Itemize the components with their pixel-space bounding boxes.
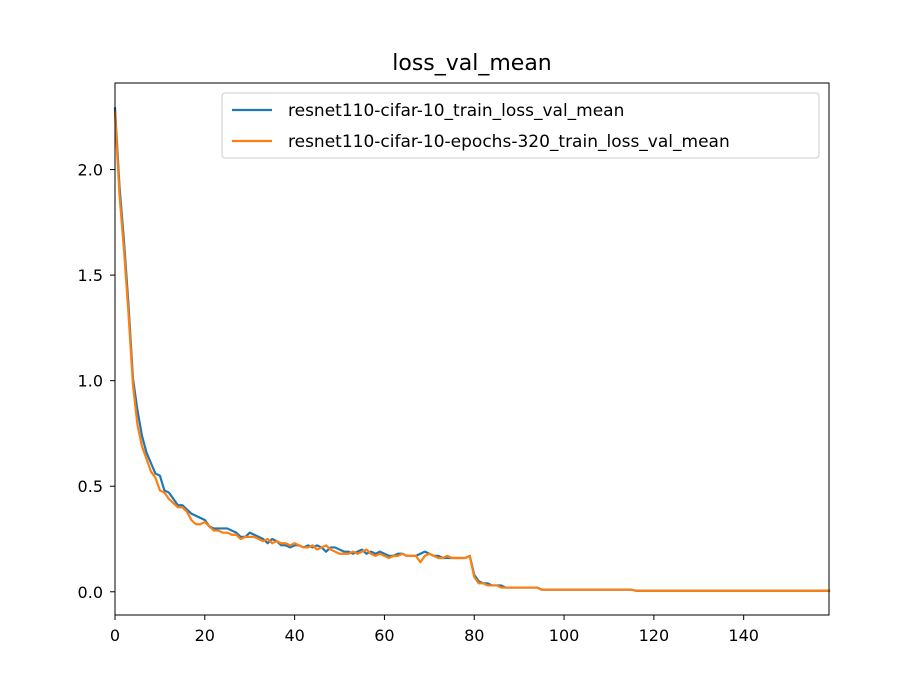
- x-tick-label: 60: [374, 626, 394, 645]
- x-tick-label: 100: [549, 626, 580, 645]
- legend: resnet110-cifar-10_train_loss_val_meanre…: [221, 92, 820, 159]
- x-tick-label: 40: [284, 626, 304, 645]
- x-axis: 0 20 40 60 80 100 120 140: [110, 615, 759, 645]
- y-tick-label: 0.5: [78, 477, 103, 496]
- legend-box: [221, 92, 820, 159]
- x-tick-label: 20: [195, 626, 215, 645]
- x-tick-label: 120: [639, 626, 670, 645]
- series-line-2: [113, 111, 831, 592]
- y-tick-label: 1.0: [78, 372, 103, 391]
- y-tick-label: 1.5: [78, 266, 103, 285]
- x-tick-label: 0: [110, 626, 120, 645]
- x-tick-label: 80: [464, 626, 484, 645]
- plot-area-frame: [114, 82, 830, 616]
- legend-label-1: resnet110-cifar-10_train_loss_val_mean: [288, 101, 624, 121]
- chart-title: loss_val_mean: [392, 51, 552, 76]
- series-layer: [113, 107, 831, 592]
- y-tick-label: 2.0: [78, 161, 103, 180]
- legend-label-2: resnet110-cifar-10-epochs-320_train_loss…: [288, 132, 730, 152]
- y-tick-label: 0.0: [78, 583, 103, 602]
- x-tick-label: 140: [728, 626, 759, 645]
- y-axis: 0.0 0.5 1.0 1.5 2.0: [78, 161, 115, 602]
